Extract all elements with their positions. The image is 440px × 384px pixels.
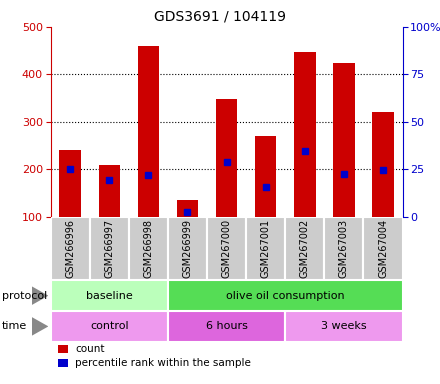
Bar <box>58 359 68 367</box>
Bar <box>58 345 68 353</box>
Text: count: count <box>75 344 105 354</box>
Bar <box>363 217 403 280</box>
Polygon shape <box>32 317 48 336</box>
Bar <box>51 280 168 311</box>
Bar <box>294 51 315 217</box>
Text: baseline: baseline <box>86 291 132 301</box>
Bar <box>207 217 246 280</box>
Bar <box>51 311 168 342</box>
Bar <box>99 165 120 217</box>
Bar <box>246 217 285 280</box>
Bar <box>51 217 90 280</box>
Text: GDS3691 / 104119: GDS3691 / 104119 <box>154 10 286 23</box>
Text: 3 weeks: 3 weeks <box>321 321 367 331</box>
Bar <box>90 217 129 280</box>
Text: 6 hours: 6 hours <box>205 321 248 331</box>
Text: GSM267000: GSM267000 <box>222 219 231 278</box>
Bar <box>177 200 198 217</box>
Text: GSM267004: GSM267004 <box>378 219 388 278</box>
Bar <box>129 217 168 280</box>
Text: GSM266996: GSM266996 <box>65 219 75 278</box>
Text: GSM267003: GSM267003 <box>339 219 349 278</box>
Text: time: time <box>2 321 27 331</box>
Polygon shape <box>32 286 48 305</box>
Bar <box>324 217 363 280</box>
Text: GSM266998: GSM266998 <box>143 219 154 278</box>
Text: GSM266999: GSM266999 <box>183 219 192 278</box>
Bar <box>255 136 276 217</box>
Text: olive oil consumption: olive oil consumption <box>226 291 345 301</box>
Bar <box>372 113 394 217</box>
Text: protocol: protocol <box>2 291 48 301</box>
Bar <box>285 217 324 280</box>
Bar <box>285 311 403 342</box>
Bar <box>168 311 285 342</box>
Text: GSM267002: GSM267002 <box>300 219 310 278</box>
Text: GSM266997: GSM266997 <box>104 219 114 278</box>
Bar <box>59 151 81 217</box>
Bar <box>333 63 355 217</box>
Bar <box>168 217 207 280</box>
Bar <box>138 46 159 217</box>
Text: percentile rank within the sample: percentile rank within the sample <box>75 358 251 368</box>
Text: control: control <box>90 321 128 331</box>
Text: GSM267001: GSM267001 <box>261 219 271 278</box>
Bar <box>216 99 237 217</box>
Bar <box>168 280 403 311</box>
